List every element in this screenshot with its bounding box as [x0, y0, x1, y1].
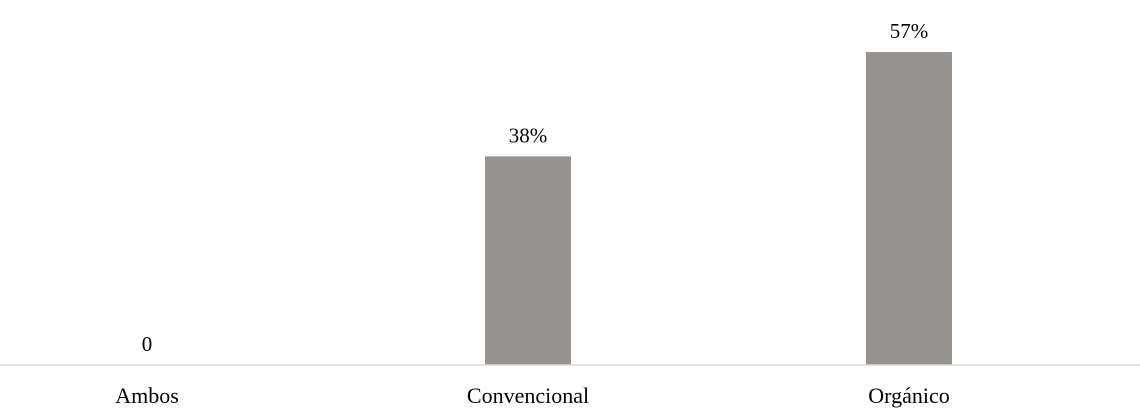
- data-labels-group: 0 38% 57%: [142, 19, 929, 356]
- data-label-0: 0: [142, 332, 153, 356]
- bar-2: [866, 52, 952, 365]
- x-tick-labels-group: Ambos Convencional Orgánico: [115, 383, 950, 408]
- data-label-2: 57%: [890, 19, 929, 43]
- bar-1: [485, 156, 571, 365]
- x-tick-label-2: Orgánico: [868, 383, 949, 408]
- x-tick-label-1: Convencional: [467, 383, 589, 408]
- x-tick-label-0: Ambos: [115, 383, 179, 408]
- bars-group: [485, 52, 952, 365]
- data-label-1: 38%: [509, 123, 548, 147]
